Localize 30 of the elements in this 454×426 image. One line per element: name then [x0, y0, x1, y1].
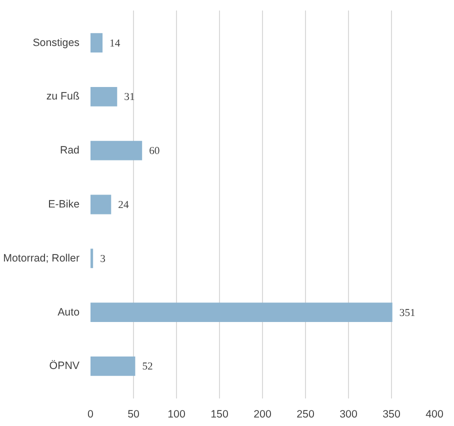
x-tick-label: 0: [88, 408, 94, 420]
data-label: 3: [100, 254, 106, 265]
y-tick-label: Rad: [60, 144, 80, 157]
x-tick-label: 50: [128, 408, 140, 420]
y-tick-label: zu Fuß: [46, 90, 80, 103]
data-label: 31: [124, 92, 135, 104]
data-label: 14: [110, 38, 121, 50]
y-tick-label: Motorrad; Roller: [3, 252, 80, 264]
y-tick-label: Sonstiges: [32, 36, 80, 49]
x-tick-label: 100: [168, 408, 186, 420]
bar: [90, 248, 94, 268]
bar: [90, 356, 136, 376]
bar: [90, 194, 112, 214]
bar: [90, 87, 118, 106]
data-label: 52: [142, 362, 153, 373]
data-label: 60: [149, 146, 160, 158]
x-tick-label: 250: [296, 408, 314, 420]
bar: [90, 33, 103, 53]
x-tick-label: 350: [382, 408, 400, 420]
data-label: 24: [118, 200, 130, 211]
x-tick-label: 200: [254, 408, 272, 420]
bar: [90, 302, 392, 322]
data-label: 351: [399, 308, 416, 319]
x-tick-label: 400: [426, 408, 444, 420]
x-tick-label: 150: [210, 408, 228, 420]
y-tick-label: Auto: [58, 306, 80, 318]
bar: [90, 140, 142, 160]
x-tick-label: 300: [340, 408, 358, 420]
y-tick-label: E-Bike: [48, 198, 80, 210]
y-tick-label: ÖPNV: [49, 360, 80, 372]
